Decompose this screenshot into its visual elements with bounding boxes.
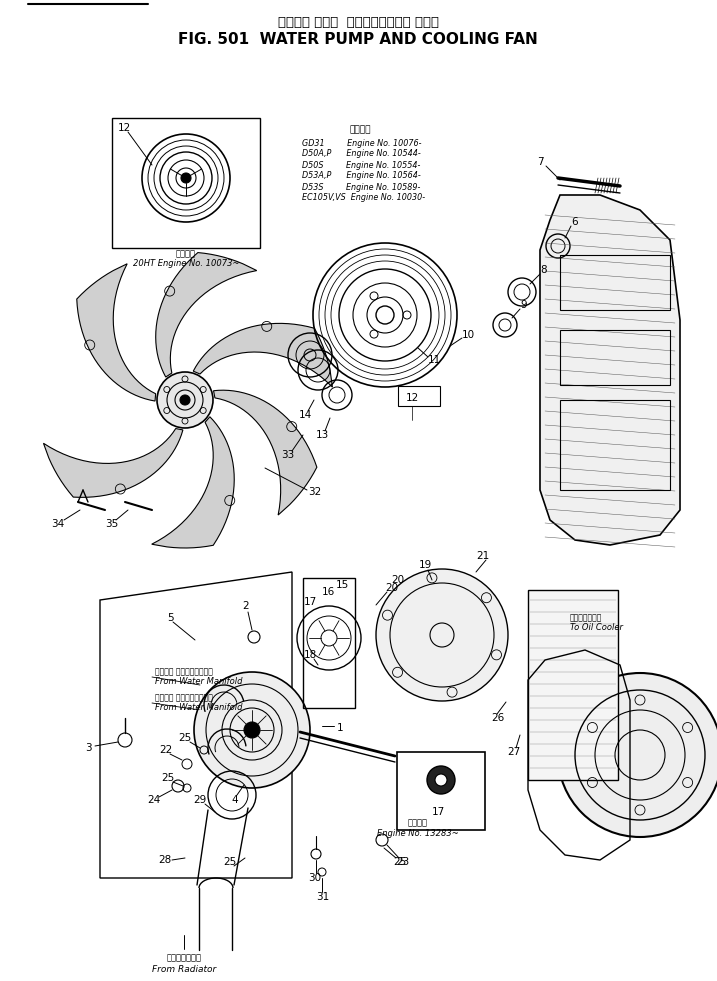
Text: 19: 19: [419, 560, 432, 570]
Text: ラジエータから: ラジエータから: [166, 954, 201, 962]
Text: 24: 24: [148, 795, 161, 805]
Text: 12: 12: [118, 123, 130, 133]
Text: 20HT Engine No. 10073~: 20HT Engine No. 10073~: [133, 260, 239, 269]
Circle shape: [558, 673, 717, 837]
Bar: [397, 752, 485, 830]
Text: 17: 17: [303, 597, 317, 607]
Text: 2: 2: [242, 601, 250, 611]
Text: 20: 20: [386, 583, 399, 593]
Circle shape: [181, 173, 191, 183]
Bar: [560, 255, 670, 310]
Circle shape: [376, 569, 508, 701]
Circle shape: [435, 774, 447, 786]
Text: D50A,P      Engine No. 10544-: D50A,P Engine No. 10544-: [302, 149, 421, 159]
Text: 5: 5: [166, 613, 174, 623]
Text: 27: 27: [508, 747, 521, 757]
Text: 18: 18: [303, 650, 317, 660]
Text: 25: 25: [224, 857, 237, 867]
Polygon shape: [77, 264, 156, 401]
Text: ウォータ ポンプ  およびクーリング ファン: ウォータ ポンプ およびクーリング ファン: [277, 16, 439, 28]
Polygon shape: [152, 417, 234, 548]
Text: 16: 16: [321, 587, 335, 597]
Text: From Water Manifold: From Water Manifold: [155, 678, 242, 687]
Bar: [303, 578, 355, 708]
Text: 35: 35: [105, 519, 118, 529]
Text: ウォータ マニホールドから: ウォータ マニホールドから: [155, 694, 213, 702]
Circle shape: [194, 672, 310, 788]
Circle shape: [427, 766, 455, 794]
Circle shape: [244, 722, 260, 738]
Text: 26: 26: [491, 713, 505, 723]
Bar: [112, 118, 260, 248]
Text: EC105V,VS  Engine No. 10030-: EC105V,VS Engine No. 10030-: [302, 193, 425, 202]
Bar: [398, 386, 440, 406]
Text: Engine No. 13283~: Engine No. 13283~: [377, 830, 459, 839]
Text: 15: 15: [336, 580, 348, 590]
Text: 17: 17: [432, 807, 445, 817]
Text: オイルクーラへ: オイルクーラへ: [570, 613, 602, 623]
Text: D53S         Engine No. 10589-: D53S Engine No. 10589-: [302, 182, 420, 191]
Text: 28: 28: [158, 855, 171, 865]
Text: To Oil Cooler: To Oil Cooler: [570, 624, 623, 633]
Text: 8: 8: [541, 265, 547, 275]
Text: From Water Manifold: From Water Manifold: [155, 703, 242, 712]
Text: 4: 4: [232, 795, 238, 805]
Polygon shape: [540, 195, 680, 545]
Text: 31: 31: [316, 892, 330, 902]
Polygon shape: [44, 429, 183, 497]
Text: 適用号機: 適用号機: [349, 126, 371, 134]
Text: D50S         Engine No. 10554-: D50S Engine No. 10554-: [302, 161, 420, 170]
Text: 25: 25: [179, 733, 191, 743]
Text: D53A,P      Engine No. 10564-: D53A,P Engine No. 10564-: [302, 172, 421, 181]
Text: 22: 22: [159, 745, 173, 755]
Text: 25: 25: [394, 857, 407, 867]
Text: 21: 21: [476, 551, 490, 561]
Text: 9: 9: [521, 300, 527, 310]
Text: 20: 20: [391, 575, 404, 585]
Text: 32: 32: [308, 487, 322, 497]
Bar: [560, 400, 670, 490]
Text: FIG. 501  WATER PUMP AND COOLING FAN: FIG. 501 WATER PUMP AND COOLING FAN: [178, 32, 538, 47]
Text: 11: 11: [427, 355, 441, 365]
Text: 6: 6: [571, 217, 579, 227]
Text: 適用号機: 適用号機: [176, 249, 196, 259]
Text: 29: 29: [194, 795, 206, 805]
Text: 1: 1: [337, 723, 343, 733]
Text: 適用号機: 適用号機: [408, 818, 428, 828]
Bar: [560, 330, 670, 385]
Text: 14: 14: [298, 410, 312, 420]
Text: 3: 3: [85, 743, 91, 753]
Circle shape: [157, 372, 213, 428]
Text: 30: 30: [308, 873, 321, 883]
Text: 25: 25: [161, 773, 175, 783]
Text: 33: 33: [281, 450, 295, 460]
Polygon shape: [214, 390, 317, 515]
Polygon shape: [156, 252, 257, 377]
Text: From Radiator: From Radiator: [152, 965, 216, 974]
Text: 10: 10: [462, 330, 475, 340]
Text: 13: 13: [315, 430, 328, 440]
Text: GD31         Engine No. 10076-: GD31 Engine No. 10076-: [302, 138, 422, 147]
Polygon shape: [194, 324, 333, 387]
Text: 23: 23: [397, 857, 409, 867]
Bar: [528, 590, 618, 780]
Text: ウォータ マニホールドから: ウォータ マニホールドから: [155, 667, 213, 677]
Text: 34: 34: [52, 519, 65, 529]
Text: 12: 12: [405, 393, 419, 403]
Circle shape: [180, 395, 190, 405]
Text: 7: 7: [537, 157, 543, 167]
